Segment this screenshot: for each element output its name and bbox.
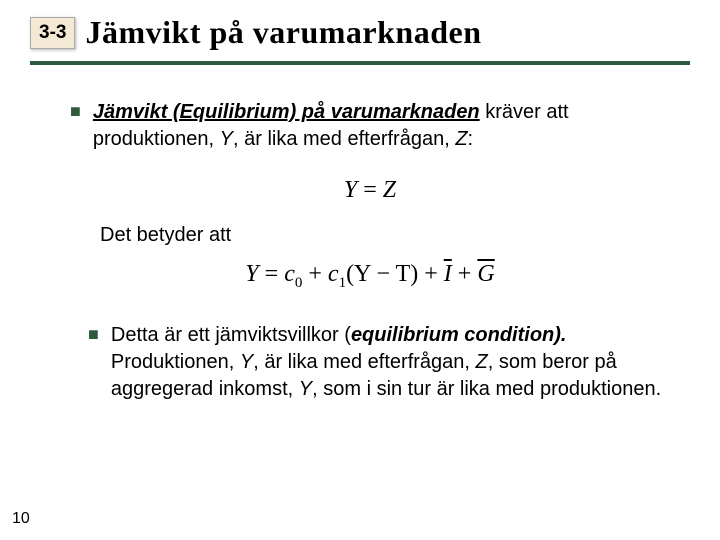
- b2cond: equilibrium condition).: [351, 324, 567, 346]
- bullet-2-wrap: ■ Detta är ett jämviktsvillkor (equilibr…: [70, 322, 670, 403]
- section-number: 3-3: [39, 22, 66, 43]
- bullet-2-text: Detta är ett jämviktsvillkor (equilibriu…: [111, 322, 670, 403]
- eq2-p2: +: [452, 261, 478, 287]
- eq2-c0: c: [284, 261, 295, 287]
- eq2-I: I: [444, 261, 452, 287]
- b1r2: , är lika med efterfrågan,: [233, 128, 455, 150]
- section-number-box: 3-3: [30, 17, 75, 49]
- page-number: 10: [12, 510, 30, 528]
- eq2-eq: =: [259, 261, 285, 287]
- eq2-G: G: [477, 261, 494, 287]
- eq2-p1: +: [302, 261, 328, 287]
- b2t5: , som i sin tur är lika med produktionen…: [312, 378, 661, 400]
- mid-text: Det betyder att: [70, 224, 670, 247]
- eq1-Z: Z: [383, 177, 396, 203]
- bullet-1-text: Jämvikt (Equilibrium) på varumarknaden k…: [93, 99, 670, 153]
- eq2: Y = c0 + c1(Y − T) + I + G: [245, 261, 494, 287]
- b2y2: Y: [299, 378, 312, 400]
- slide-header: 3-3 Jämvikt på varumarknaden: [0, 0, 720, 51]
- b2y: Y: [240, 351, 253, 373]
- bullet-2: ■ Detta är ett jämviktsvillkor (equilibr…: [88, 322, 670, 403]
- eq1: Y = Z: [344, 177, 396, 203]
- bullet-marker: ■: [88, 322, 99, 403]
- b2t3: , är lika med efterfrågan,: [253, 351, 475, 373]
- eq1-eq: =: [357, 177, 383, 203]
- b2z: Z: [476, 351, 488, 373]
- eq2-paren: (Y − T) +: [346, 261, 444, 287]
- b2t1: Detta är ett jämviktsvillkor (: [111, 324, 351, 346]
- equation-2: Y = c0 + c1(Y − T) + I + G: [70, 261, 670, 292]
- lead-term: Jämvikt (Equilibrium) på varumarknaden: [93, 101, 480, 123]
- bullet-1: ■ Jämvikt (Equilibrium) på varumarknaden…: [70, 99, 670, 153]
- slide-content: ■ Jämvikt (Equilibrium) på varumarknaden…: [0, 65, 720, 403]
- b1r3: :: [468, 128, 474, 150]
- eq1-Y: Y: [344, 177, 357, 203]
- eq2-c1: c: [328, 261, 339, 287]
- bullet-marker: ■: [70, 99, 81, 153]
- b1y: Y: [220, 128, 233, 150]
- slide-title: Jämvikt på varumarknaden: [85, 14, 481, 51]
- equation-1: Y = Z: [70, 177, 670, 204]
- b1z: Z: [455, 128, 467, 150]
- b2t2: Produktionen,: [111, 351, 240, 373]
- eq2-c1s: 1: [339, 275, 347, 291]
- eq2-Y: Y: [245, 261, 258, 287]
